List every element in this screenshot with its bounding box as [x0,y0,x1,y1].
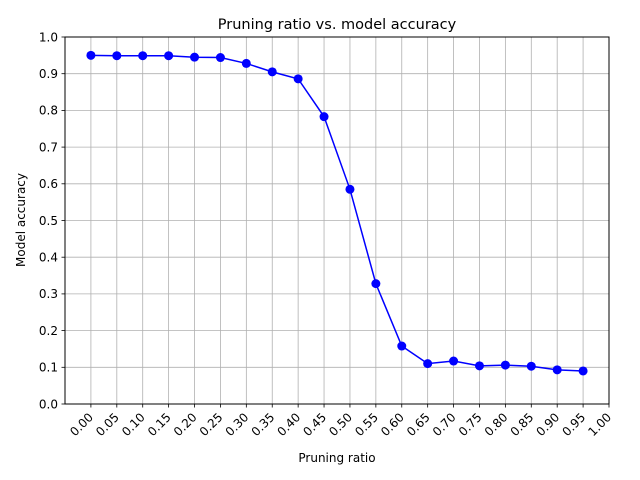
x-axis-title: Pruning ratio [298,451,375,465]
chart-title: Pruning ratio vs. model accuracy [218,17,457,33]
data-point [526,361,536,371]
y-tick-label: 0.2 [39,324,58,338]
y-tick-label: 0.3 [39,287,58,301]
y-tick-label: 0.1 [39,361,58,375]
data-point [397,341,407,351]
data-point [267,67,277,77]
data-point [112,51,122,61]
y-axis-title: Model accuracy [14,173,28,267]
data-point [500,360,510,370]
y-tick-label: 0.9 [39,67,58,81]
y-tick-label: 0.5 [39,214,58,228]
data-point [578,366,588,376]
y-tick-label: 0.6 [39,177,58,191]
data-point [293,74,303,84]
y-tick-label: 0.0 [39,397,58,411]
y-tick-label: 0.8 [39,104,58,118]
data-point [423,359,433,369]
data-point [138,51,148,61]
y-tick-label: 1.0 [39,30,58,44]
data-point [190,52,200,62]
data-point [241,58,251,68]
data-point [215,53,225,63]
series-layer [86,50,588,376]
y-tick-label: 0.4 [39,251,58,265]
data-point [164,51,174,61]
data-point [86,50,96,60]
data-point [371,279,381,289]
data-point [319,112,329,122]
grid [65,36,610,405]
data-point [449,356,459,366]
data-point [474,361,484,371]
data-point [345,184,355,194]
data-point [552,365,562,375]
y-tick-label: 0.7 [39,140,58,154]
plot-frame [64,36,610,405]
